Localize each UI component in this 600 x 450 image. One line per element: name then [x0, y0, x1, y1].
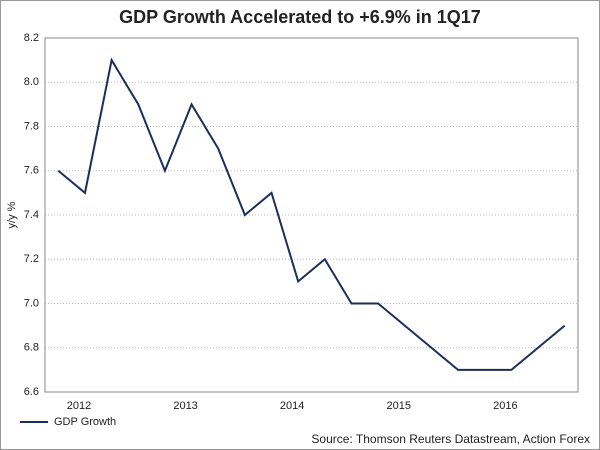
data-line [57, 57, 566, 371]
plot-area [44, 37, 579, 393]
source: Source: Thomson Reuters Datastream, Acti… [311, 432, 590, 446]
x-tick-label: 2014 [280, 400, 304, 412]
y-tick-label: 7.2 [24, 253, 39, 265]
y-tick-label: 7.8 [24, 120, 39, 132]
x-tick-label: 2015 [387, 400, 411, 412]
y-tick-label: 8.2 [24, 32, 39, 44]
y-tick-label: 7.6 [24, 165, 39, 177]
y-tick-label: 7.4 [24, 209, 39, 221]
y-tick-label: 6.6 [24, 386, 39, 398]
x-tick-label: 2016 [493, 400, 517, 412]
legend-label: GDP Growth [54, 416, 116, 428]
x-tick-label: 2012 [67, 400, 91, 412]
x-tick-label: 2013 [173, 400, 197, 412]
y-tick-label: 6.8 [24, 342, 39, 354]
chart-title: GDP Growth Accelerated to +6.9% in 1Q17 [119, 7, 481, 27]
y-tick-label: 8.0 [24, 76, 39, 88]
y-tick-label: 7.0 [24, 297, 39, 309]
y-axis-label: y/y % [6, 201, 18, 228]
